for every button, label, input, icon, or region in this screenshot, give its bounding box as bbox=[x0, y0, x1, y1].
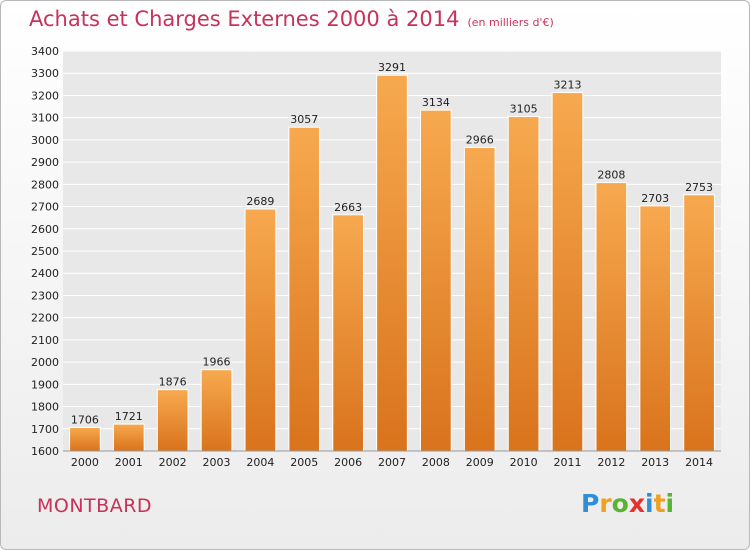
x-tick-label-2009: 2009 bbox=[466, 456, 494, 469]
y-tick-label: 1900 bbox=[31, 378, 59, 391]
x-tick-label-2001: 2001 bbox=[115, 456, 143, 469]
data-label-2013: 2703 bbox=[641, 192, 669, 205]
y-tick-label: 2700 bbox=[31, 201, 59, 214]
data-label-2005: 3057 bbox=[290, 113, 318, 126]
data-label-2007: 3291 bbox=[378, 61, 406, 74]
bar-2008 bbox=[420, 109, 452, 452]
city-name: MONTBARD bbox=[37, 495, 153, 517]
y-tick-label: 2600 bbox=[31, 223, 59, 236]
chart-subtitle: (en milliers d'€) bbox=[467, 16, 554, 29]
bar-2009 bbox=[463, 146, 496, 452]
x-tick-label-2012: 2012 bbox=[597, 456, 625, 469]
data-label-2002: 1876 bbox=[159, 376, 187, 389]
y-tick-label: 1600 bbox=[31, 445, 59, 458]
logo-letter: i bbox=[665, 489, 675, 518]
data-label-2003: 1966 bbox=[203, 356, 231, 369]
proxiti-logo: Proxiti bbox=[581, 489, 674, 518]
y-tick-label: 2800 bbox=[31, 178, 59, 191]
data-label-2009: 2966 bbox=[466, 133, 494, 146]
y-tick-label: 3200 bbox=[31, 89, 59, 102]
y-tick-label: 2100 bbox=[31, 334, 59, 347]
data-label-2012: 2808 bbox=[597, 169, 625, 182]
bar-2002 bbox=[156, 389, 189, 452]
data-label-2010: 3105 bbox=[510, 103, 538, 116]
x-tick-label-2014: 2014 bbox=[685, 456, 713, 469]
y-tick-label: 2900 bbox=[31, 156, 59, 169]
x-tick-label-2010: 2010 bbox=[510, 456, 538, 469]
data-label-2011: 3213 bbox=[553, 79, 581, 92]
x-tick-label-2006: 2006 bbox=[334, 456, 362, 469]
y-tick-label: 2300 bbox=[31, 289, 59, 302]
bar-2000 bbox=[69, 426, 101, 452]
bar-2010 bbox=[507, 116, 540, 452]
y-tick-label: 1800 bbox=[31, 401, 59, 414]
logo-letter: t bbox=[653, 489, 666, 518]
y-tick-label: 2400 bbox=[31, 267, 59, 280]
y-tick-label: 1700 bbox=[31, 423, 59, 436]
y-tick-label: 3400 bbox=[31, 45, 59, 58]
data-label-2000: 1706 bbox=[71, 413, 99, 426]
data-label-2001: 1721 bbox=[115, 410, 143, 423]
data-label-2014: 2753 bbox=[685, 181, 713, 194]
y-tick-label: 3000 bbox=[31, 134, 59, 147]
x-tick-label-2013: 2013 bbox=[641, 456, 669, 469]
logo-letter: o bbox=[611, 489, 629, 518]
x-tick-label-2011: 2011 bbox=[553, 456, 581, 469]
bar-2013 bbox=[639, 205, 672, 452]
y-tick-label: 2500 bbox=[31, 245, 59, 258]
chart-title: Achats et Charges Externes 2000 à 2014 bbox=[29, 7, 460, 31]
bar-2006 bbox=[332, 214, 364, 452]
y-tick-label: 2200 bbox=[31, 312, 59, 325]
data-label-2006: 2663 bbox=[334, 201, 362, 214]
bar-2001 bbox=[112, 423, 145, 452]
bar-2005 bbox=[288, 126, 321, 452]
x-tick-label-2005: 2005 bbox=[290, 456, 318, 469]
chart-title-row: Achats et Charges Externes 2000 à 2014 (e… bbox=[29, 7, 554, 31]
bar-2011 bbox=[551, 92, 584, 452]
x-tick-label-2007: 2007 bbox=[378, 456, 406, 469]
logo-letter: x bbox=[628, 489, 645, 518]
data-label-2004: 2689 bbox=[246, 195, 274, 208]
bar-2007 bbox=[376, 74, 408, 452]
y-tick-label: 2000 bbox=[31, 356, 59, 369]
y-tick-label: 3100 bbox=[31, 112, 59, 125]
x-tick-label-2000: 2000 bbox=[71, 456, 99, 469]
logo-letter: r bbox=[599, 489, 612, 518]
bar-2012 bbox=[595, 182, 628, 452]
x-tick-label-2002: 2002 bbox=[159, 456, 187, 469]
bar-2003 bbox=[200, 369, 233, 452]
x-tick-label-2003: 2003 bbox=[203, 456, 231, 469]
x-tick-label-2004: 2004 bbox=[246, 456, 274, 469]
bar-2004 bbox=[244, 208, 277, 452]
logo-letter: P bbox=[581, 489, 600, 518]
bar-2014 bbox=[683, 194, 715, 452]
data-label-2008: 3134 bbox=[422, 96, 450, 109]
x-tick-label-2008: 2008 bbox=[422, 456, 450, 469]
logo-letter: i bbox=[645, 489, 654, 518]
y-tick-label: 3300 bbox=[31, 67, 59, 80]
